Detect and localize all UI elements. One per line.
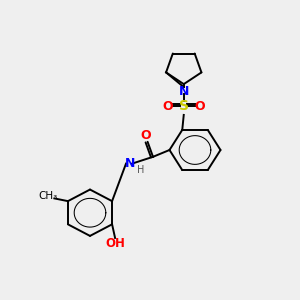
Text: OH: OH (105, 238, 125, 250)
Text: N: N (124, 157, 135, 170)
Text: CH₃: CH₃ (38, 191, 57, 201)
Text: O: O (163, 100, 173, 113)
Text: O: O (194, 100, 205, 113)
Text: N: N (178, 85, 189, 98)
Text: O: O (141, 129, 152, 142)
Text: H: H (137, 165, 144, 175)
Text: S: S (179, 99, 189, 113)
